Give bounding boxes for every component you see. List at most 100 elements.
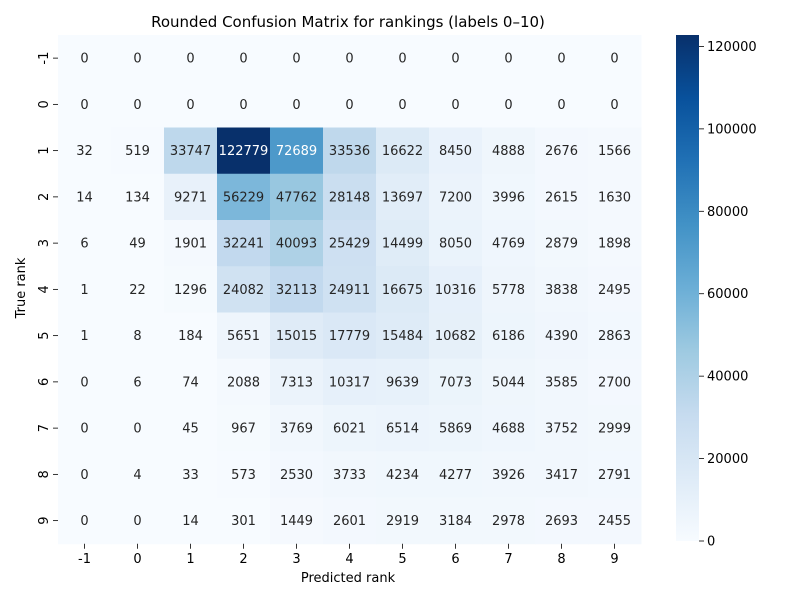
heatmap-cell [58, 312, 112, 360]
cell-value-label: 5651 [227, 329, 260, 344]
cell-value-label: 0 [133, 52, 141, 67]
heatmap-cell [429, 312, 483, 360]
x-tick-label: 0 [133, 552, 141, 567]
heatmap-cell [58, 173, 112, 221]
cell-value-label: 4769 [492, 237, 525, 252]
heatmap-cell [217, 266, 271, 313]
heatmap-cell [111, 405, 165, 452]
heatmap-cell [164, 173, 218, 221]
heatmap-cell [111, 173, 165, 221]
cell-value-label: 2919 [386, 514, 419, 529]
cell-value-label: 0 [292, 52, 300, 67]
cell-value-label: 0 [186, 98, 194, 113]
y-tick-label: 3 [37, 239, 52, 247]
heatmap-cell [111, 81, 165, 128]
heatmap-cell [588, 358, 642, 406]
heatmap-cell [217, 451, 271, 498]
cell-value-label: 2791 [598, 468, 631, 483]
cell-value-label: 2455 [598, 514, 631, 529]
heatmap-cell [429, 220, 483, 267]
cell-value-label: 74 [182, 375, 199, 390]
cell-value-label: 0 [292, 98, 300, 113]
heatmap-cell [535, 35, 589, 82]
cell-value-label: 1901 [174, 237, 207, 252]
heatmap-cell [270, 405, 324, 452]
heatmap-cell [111, 35, 165, 82]
heatmap-cell [429, 266, 483, 313]
cell-value-label: 2676 [545, 144, 578, 159]
heatmap-cell [376, 405, 430, 452]
heatmap-cell [111, 451, 165, 498]
cell-value-label: 301 [231, 514, 256, 529]
x-tick-label: 1 [186, 552, 194, 567]
heatmap-cell [323, 451, 377, 498]
cell-value-label: 1 [80, 283, 88, 298]
heatmap-cell [58, 35, 112, 82]
cell-value-label: 0 [80, 514, 88, 529]
heatmap-cell [535, 220, 589, 267]
cell-value-label: 4234 [386, 468, 419, 483]
heatmap-cell [58, 451, 112, 498]
cell-value-label: 2530 [280, 468, 313, 483]
heatmap-cell [58, 358, 112, 406]
heatmap-cell [111, 358, 165, 406]
cell-value-label: 4888 [492, 144, 525, 159]
x-tick-label: 4 [345, 552, 353, 567]
heatmap-cell [376, 127, 430, 175]
cell-value-label: 0 [80, 375, 88, 390]
cell-value-label: 7200 [439, 190, 472, 205]
cell-value-label: 2601 [333, 514, 366, 529]
heatmap-cell [588, 497, 642, 545]
cell-value-label: 3733 [333, 468, 366, 483]
y-tick-label: 9 [37, 516, 52, 524]
cell-value-label: 0 [610, 98, 618, 113]
heatmap-cell [217, 312, 271, 360]
cell-value-label: 7073 [439, 375, 472, 390]
cell-value-label: 6021 [333, 422, 366, 437]
heatmap-cell [482, 220, 536, 267]
heatmap-cell [429, 81, 483, 128]
cell-value-label: 14499 [382, 237, 423, 252]
cell-value-label: 6 [133, 375, 141, 390]
heatmap-cell [535, 358, 589, 406]
heatmap-cell [164, 220, 218, 267]
y-tick-label: -1 [37, 52, 52, 65]
cell-value-label: 33747 [170, 144, 211, 159]
heatmap-cell [164, 497, 218, 545]
cell-value-label: 7313 [280, 375, 313, 390]
heatmap-cell [270, 127, 324, 175]
heatmap-cell [482, 173, 536, 221]
cell-value-label: 3926 [492, 468, 525, 483]
cell-value-label: 28148 [329, 190, 370, 205]
heatmap-cell [270, 497, 324, 545]
cell-value-label: 0 [504, 98, 512, 113]
x-axis-label: Predicted rank [301, 571, 396, 586]
heatmap-cell [323, 127, 377, 175]
x-tick-label: 5 [398, 552, 406, 567]
heatmap-cell [535, 405, 589, 452]
heatmap-cell [588, 81, 642, 128]
cell-value-label: 13697 [382, 190, 423, 205]
heatmap-cell [482, 81, 536, 128]
cell-value-label: 0 [345, 98, 353, 113]
cell-value-label: 72689 [276, 144, 317, 159]
x-tick-label: -1 [78, 552, 91, 567]
cell-value-label: 5869 [439, 422, 472, 437]
y-tick-label: 0 [37, 100, 52, 108]
cell-value-label: 1898 [598, 237, 631, 252]
heatmap-cell [482, 35, 536, 82]
cell-value-label: 32241 [223, 237, 264, 252]
cell-value-label: 2879 [545, 237, 578, 252]
heatmap-cell [164, 81, 218, 128]
cell-value-label: 0 [133, 98, 141, 113]
heatmap-cell [164, 35, 218, 82]
heatmap-cell [588, 35, 642, 82]
heatmap-cell [429, 405, 483, 452]
heatmap-cell [376, 220, 430, 267]
y-tick-label: 6 [37, 378, 52, 386]
heatmap-cell [376, 497, 430, 545]
heatmap-cell [429, 497, 483, 545]
cell-value-label: 0 [398, 52, 406, 67]
heatmap-cell [323, 312, 377, 360]
